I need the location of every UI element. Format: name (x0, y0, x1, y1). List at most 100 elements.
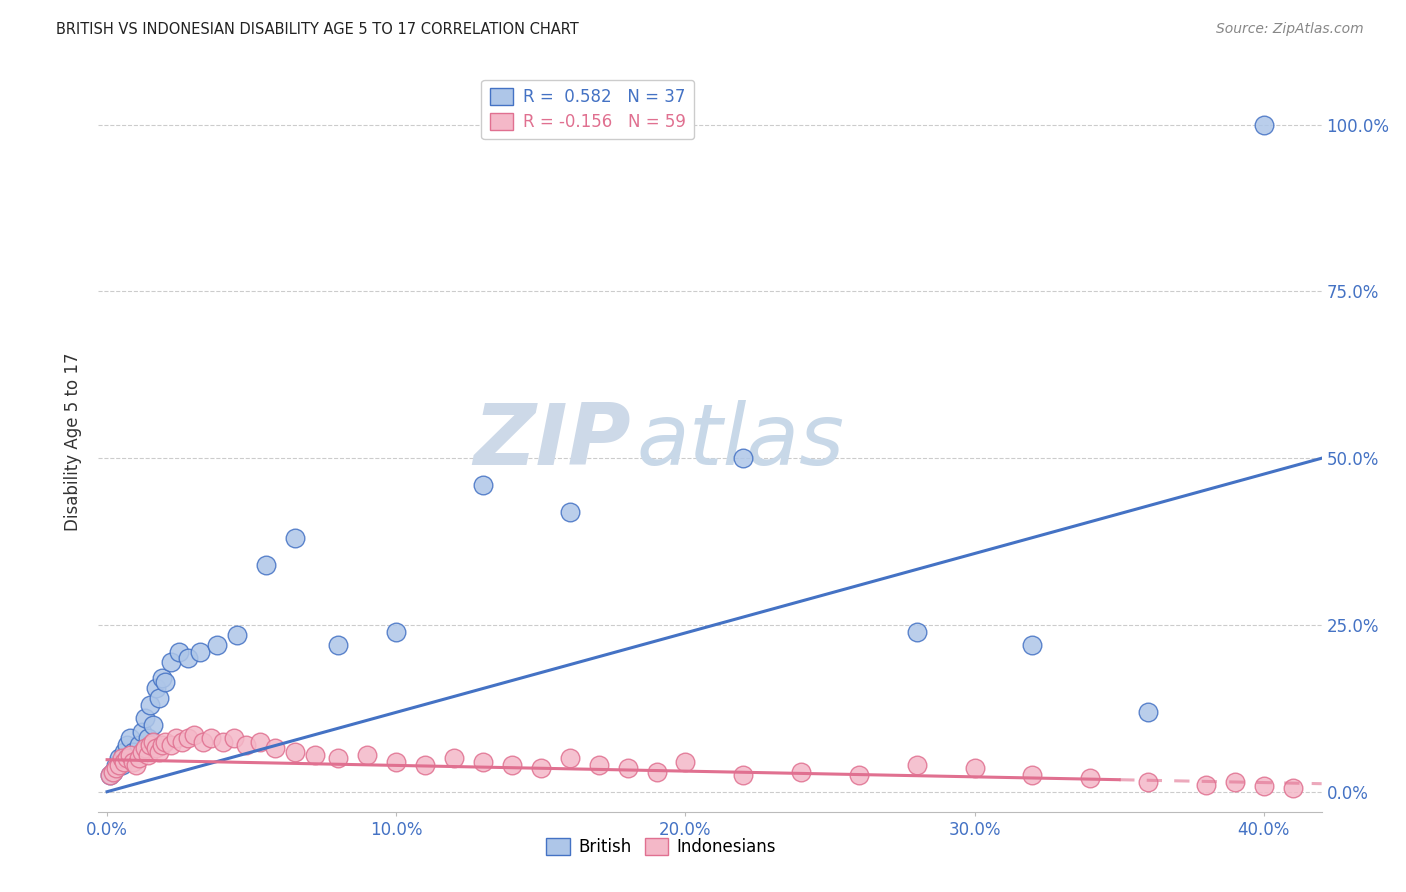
Point (1021, 768, 1043, 782)
Point (139, 738, 162, 752)
Point (200, 731, 222, 746)
Point (98, 768, 121, 782)
Point (139, 698, 162, 712)
Point (166, 731, 188, 746)
Point (114, 755, 136, 769)
Point (125, 758, 148, 772)
Point (136, 747, 159, 762)
Point (101, 764, 124, 779)
Point (117, 751, 139, 765)
Point (177, 651, 200, 665)
Point (153, 734, 176, 748)
Point (131, 745, 153, 759)
Point (125, 747, 148, 762)
Text: atlas: atlas (637, 400, 845, 483)
Point (235, 738, 257, 752)
Point (134, 741, 156, 756)
Point (122, 755, 145, 769)
Point (191, 734, 214, 748)
Point (284, 745, 307, 759)
Point (530, 761, 553, 775)
Point (472, 755, 495, 769)
Point (128, 738, 150, 752)
Point (177, 731, 200, 746)
Point (110, 751, 132, 765)
Point (172, 734, 194, 748)
Point (1195, 778, 1218, 792)
Point (169, 645, 191, 659)
Point (150, 738, 173, 752)
Point (148, 691, 170, 706)
Point (188, 645, 211, 659)
Point (328, 638, 350, 652)
Point (120, 731, 142, 746)
Point (733, 451, 755, 466)
Point (413, 758, 436, 772)
Point (558, 751, 581, 765)
Point (183, 728, 205, 742)
Point (304, 747, 326, 762)
Text: BRITISH VS INDONESIAN DISABILITY AGE 5 TO 17 CORRELATION CHART: BRITISH VS INDONESIAN DISABILITY AGE 5 T… (56, 22, 579, 37)
Point (145, 681, 167, 696)
Point (263, 741, 285, 756)
Point (107, 751, 129, 765)
Point (588, 758, 610, 772)
Point (128, 751, 150, 765)
Point (145, 741, 167, 756)
Point (120, 747, 142, 762)
Point (205, 638, 228, 652)
Point (1281, 781, 1303, 796)
Point (101, 764, 124, 779)
Point (385, 755, 408, 769)
Point (142, 718, 165, 732)
Point (142, 734, 165, 748)
Point (501, 758, 523, 772)
Point (211, 734, 233, 748)
Point (254, 558, 277, 572)
Point (153, 674, 176, 689)
Point (905, 624, 928, 639)
Point (224, 731, 246, 746)
Point (1253, 780, 1275, 794)
Point (226, 628, 249, 642)
Point (150, 671, 173, 685)
Point (159, 738, 181, 752)
Legend: British, Indonesians: British, Indonesians (540, 831, 783, 863)
Point (356, 747, 378, 762)
Point (558, 505, 581, 519)
Point (328, 751, 350, 765)
Y-axis label: Disability Age 5 to 17: Disability Age 5 to 17 (65, 352, 83, 531)
Point (107, 758, 129, 772)
Point (134, 711, 156, 725)
Text: Source: ZipAtlas.com: Source: ZipAtlas.com (1216, 22, 1364, 37)
Point (616, 761, 638, 775)
Point (114, 745, 136, 759)
Point (159, 655, 181, 669)
Point (385, 624, 408, 639)
Point (443, 751, 465, 765)
Point (963, 761, 986, 775)
Point (122, 745, 145, 759)
Point (117, 738, 139, 752)
Point (104, 758, 127, 772)
Point (1223, 774, 1246, 789)
Point (675, 755, 697, 769)
Point (905, 758, 928, 772)
Point (104, 761, 127, 775)
Point (645, 764, 668, 779)
Point (148, 745, 170, 759)
Point (249, 734, 271, 748)
Point (110, 758, 132, 772)
Point (1078, 772, 1101, 786)
Point (1021, 638, 1043, 652)
Point (790, 764, 813, 779)
Point (136, 731, 159, 746)
Point (1137, 774, 1160, 789)
Point (472, 478, 495, 492)
Point (1137, 705, 1160, 719)
Point (98, 768, 121, 782)
Point (848, 768, 870, 782)
Point (284, 531, 307, 545)
Text: ZIP: ZIP (472, 400, 630, 483)
Point (733, 768, 755, 782)
